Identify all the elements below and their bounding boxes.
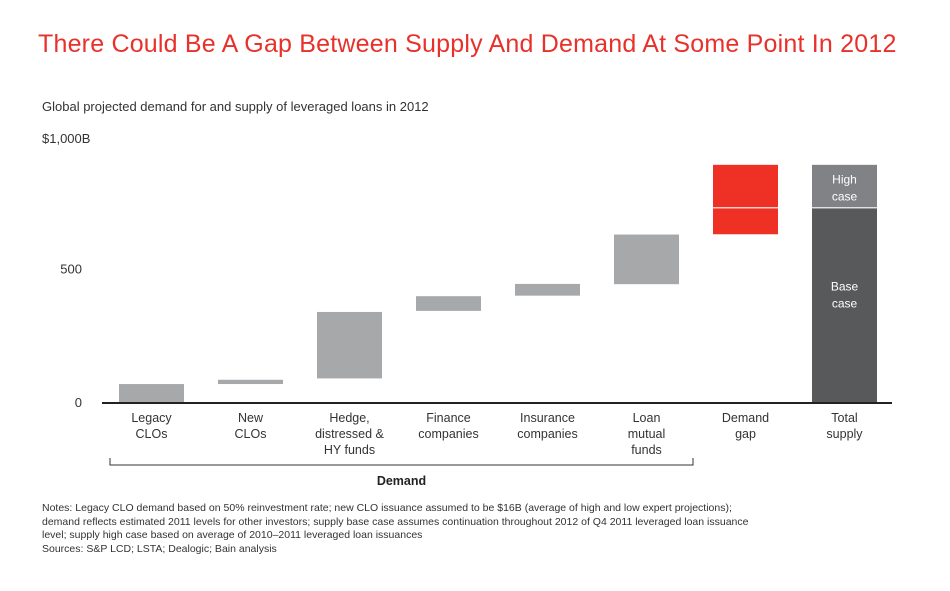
x-tick-label: Loan mutual funds	[628, 411, 666, 457]
bar-demand	[119, 384, 184, 403]
bar-total-supply-high	[812, 164, 877, 208]
notes-line: level; supply high case based on average…	[42, 529, 423, 541]
demand-bracket	[109, 458, 694, 466]
bar-demand-gap	[713, 164, 778, 235]
bar-demand	[317, 311, 382, 379]
bar-demand	[515, 283, 580, 296]
demand-group-label: Demand	[377, 474, 426, 488]
notes-line: Notes: Legacy CLO demand based on 50% re…	[42, 502, 732, 514]
x-tick-label: New CLOs	[235, 411, 267, 441]
sources-line: Sources: S&P LCD; LSTA; Dealogic; Bain a…	[42, 542, 277, 555]
bar-demand	[218, 379, 283, 385]
x-tick-label: Hedge, distressed & HY funds	[315, 411, 384, 457]
notes-line: demand reflects estimated 2011 levels fo…	[42, 515, 749, 528]
y-axis-unit-label: $1,000B	[42, 131, 90, 146]
x-tick-label: Finance companies	[418, 411, 478, 441]
waterfall-chart: $1,000B 0 500 Base case High case Legacy CLOs…	[42, 131, 892, 488]
bar-segment-label: Base case	[831, 279, 859, 310]
bar-demand	[614, 234, 679, 285]
bar-segment-label: High case	[832, 172, 858, 203]
x-tick-label: Demand gap	[722, 411, 769, 441]
bar-demand	[416, 296, 481, 311]
chart-subtitle: Global projected demand for and supply o…	[42, 99, 429, 114]
y-tick-label: 500	[60, 262, 82, 277]
x-tick-label: Insurance companies	[517, 411, 577, 441]
chart-notes: Notes: Legacy CLO demand based on 50% re…	[42, 502, 922, 556]
x-tick-label: Total supply	[826, 411, 863, 441]
bar-total-supply-base	[812, 207, 877, 403]
page-title: There Could Be A Gap Between Supply And …	[38, 30, 897, 58]
x-tick-label: Legacy CLOs	[131, 411, 172, 441]
y-tick-label: 0	[75, 395, 82, 410]
